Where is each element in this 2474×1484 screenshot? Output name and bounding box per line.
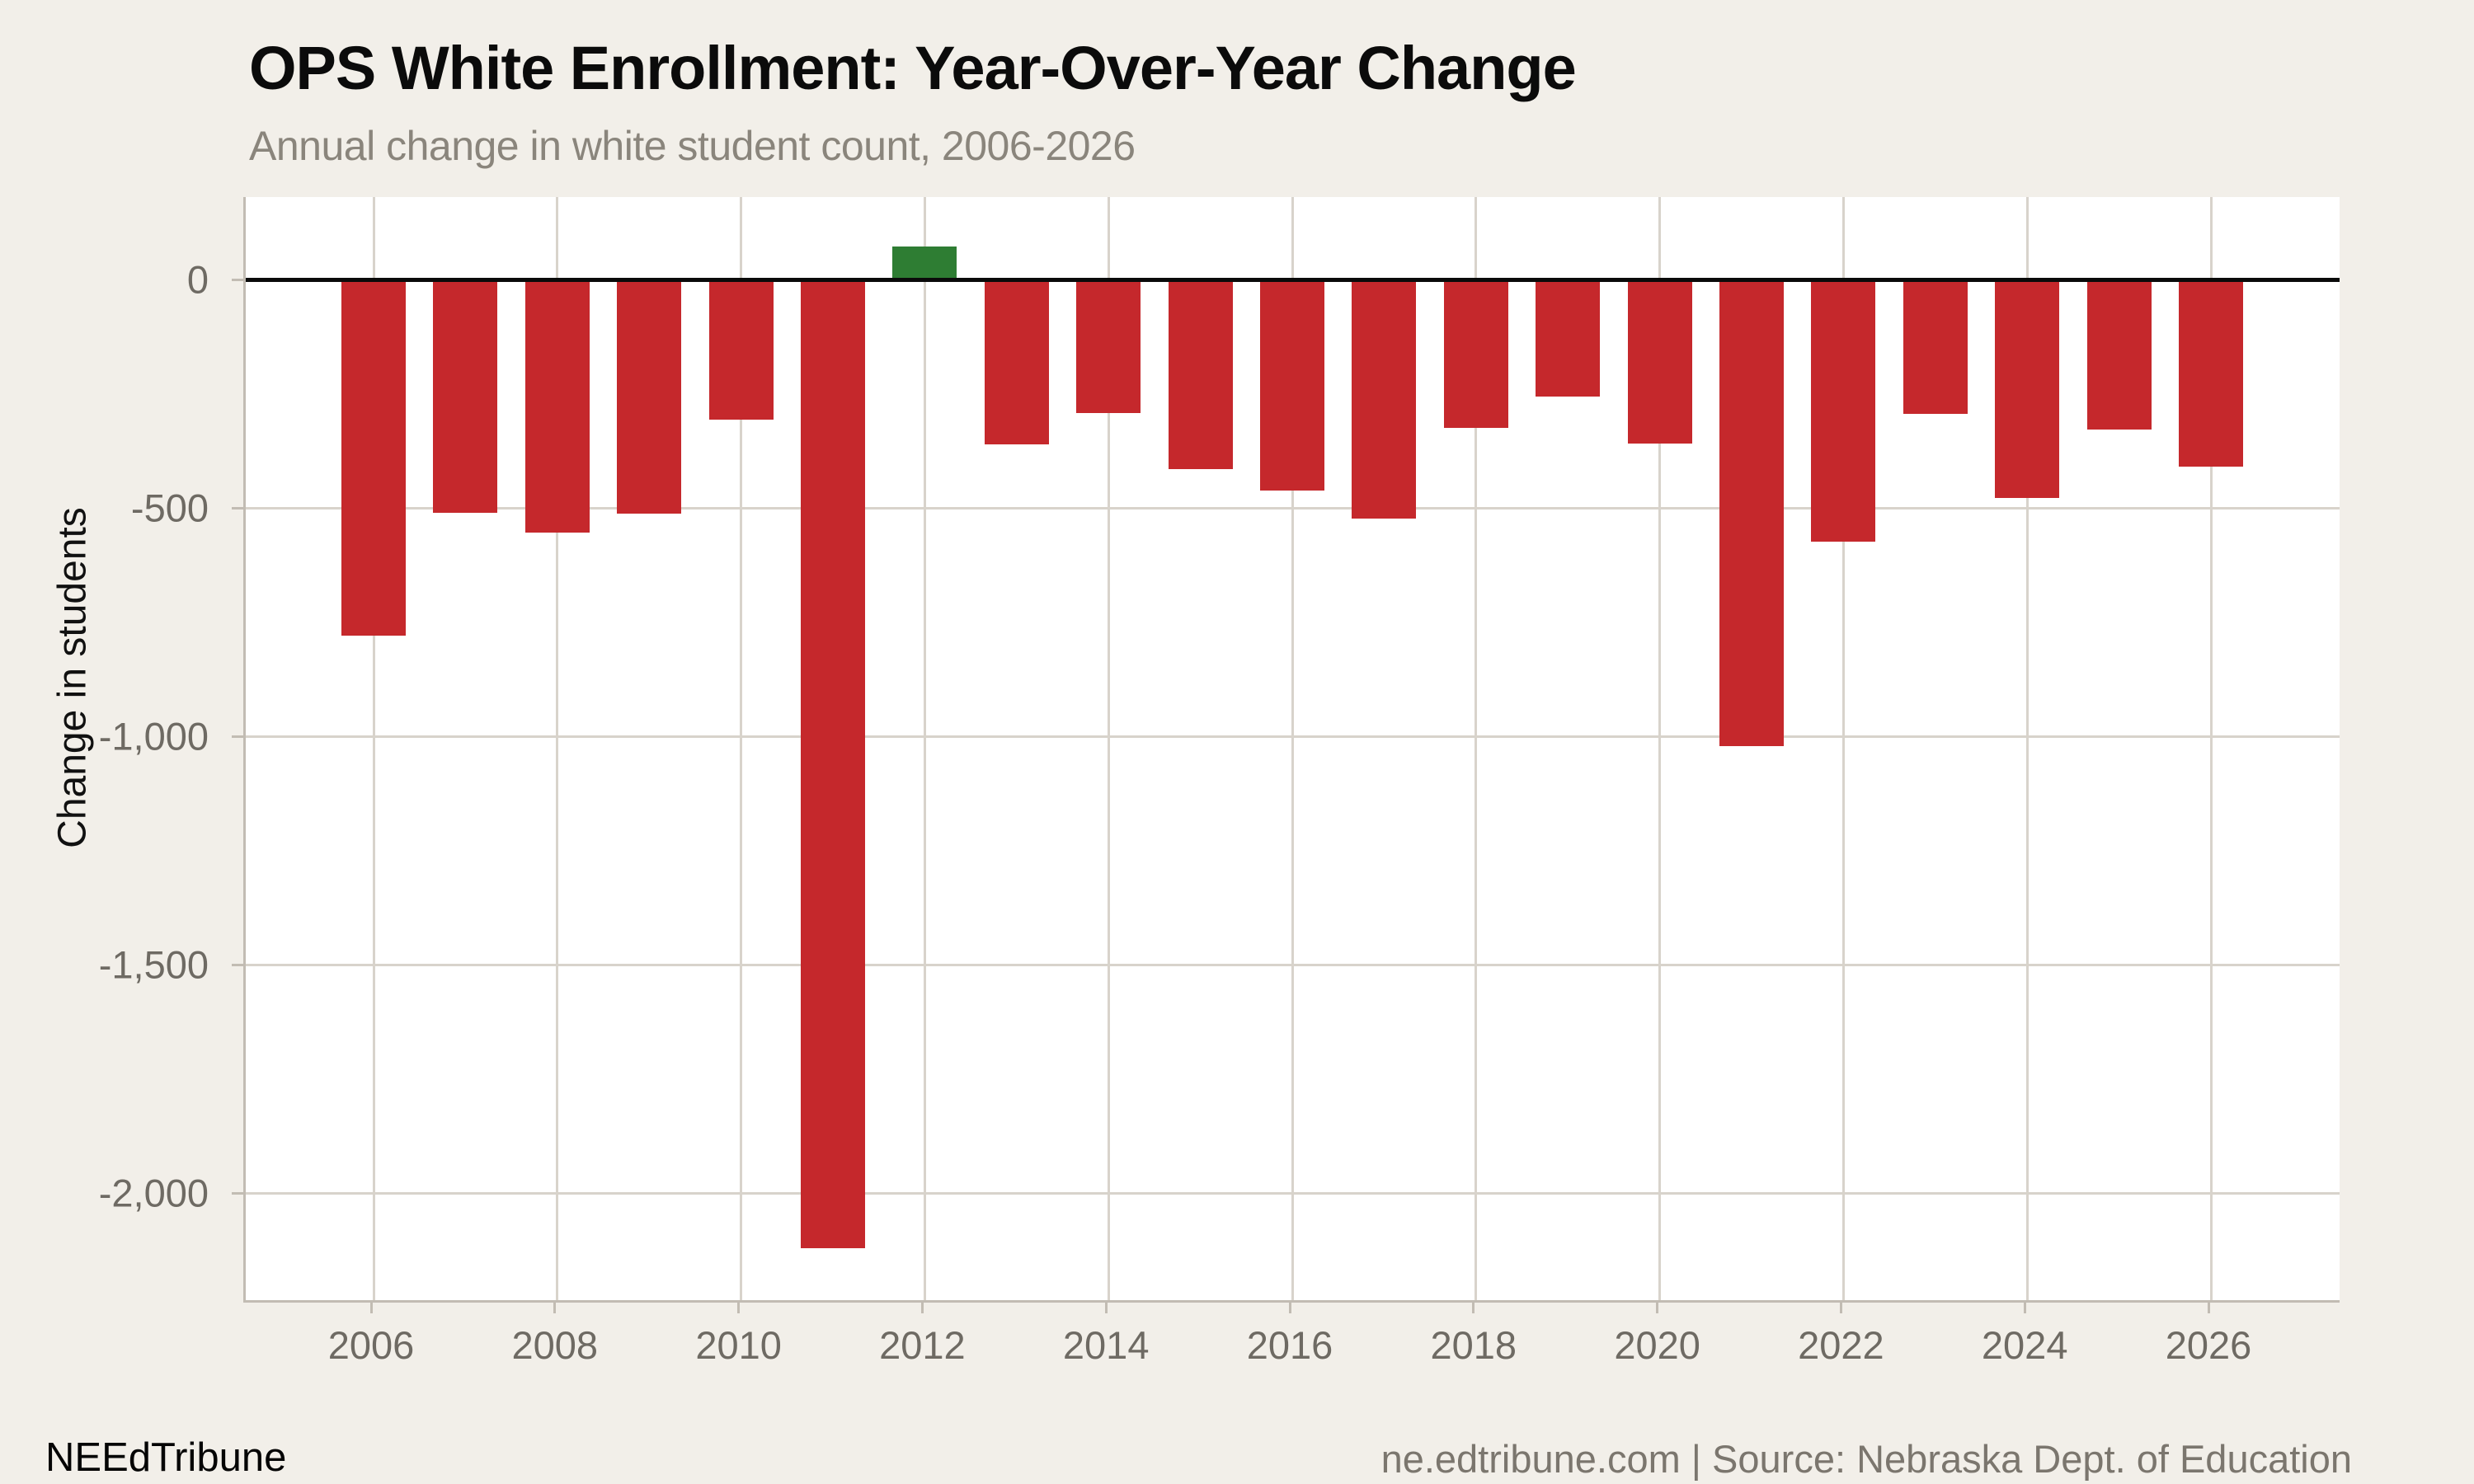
y-tick-mark--1500 — [232, 963, 243, 966]
bar-2011 — [801, 279, 865, 1249]
bar-2023 — [1903, 279, 1968, 415]
bar-2007 — [433, 279, 498, 514]
y-tick-label--500: -500 — [130, 486, 209, 530]
x-tick-mark-2018 — [1472, 1303, 1475, 1313]
x-tick-mark-2026 — [2207, 1303, 2210, 1313]
x-gridline-2008 — [556, 197, 559, 1300]
x-gridline-2024 — [2025, 197, 2029, 1300]
publisher-brand: NEEdTribune — [45, 1435, 287, 1480]
x-tick-mark-2006 — [369, 1303, 373, 1313]
x-gridline-2016 — [1291, 197, 1294, 1300]
x-tick-label-2010: 2010 — [695, 1323, 782, 1367]
x-tick-label-2016: 2016 — [1246, 1323, 1333, 1367]
chart-subtitle: Annual change in white student count, 20… — [249, 123, 1136, 169]
y-tick-mark--1000 — [232, 735, 243, 738]
zero-baseline — [246, 277, 2340, 282]
bar-2013 — [984, 279, 1049, 444]
x-gridline-2026 — [2209, 197, 2213, 1300]
y-gridline--500 — [246, 506, 2340, 510]
bar-2008 — [524, 279, 590, 533]
x-gridline-2010 — [740, 197, 743, 1300]
x-tick-mark-2020 — [1656, 1303, 1659, 1313]
source-attribution: ne.edtribune.com | Source: Nebraska Dept… — [1380, 1437, 2352, 1481]
x-tick-mark-2024 — [2023, 1303, 2026, 1313]
x-gridline-2014 — [1107, 197, 1110, 1300]
x-tick-label-2012: 2012 — [879, 1323, 966, 1367]
bar-2009 — [617, 279, 682, 514]
x-gridline-2006 — [372, 197, 375, 1300]
x-gridline-2020 — [1658, 197, 1662, 1300]
bar-2012 — [892, 247, 957, 279]
x-tick-label-2014: 2014 — [1062, 1323, 1150, 1367]
y-tick-label--1500: -1,500 — [98, 942, 209, 987]
bar-2014 — [1076, 279, 1141, 413]
x-tick-label-2022: 2022 — [1798, 1323, 1884, 1367]
x-gridline-2012 — [923, 197, 926, 1300]
bar-2021 — [1719, 279, 1784, 746]
y-axis-title: Change in students — [50, 507, 95, 848]
x-gridline-2018 — [1475, 197, 1478, 1300]
x-tick-mark-2014 — [1104, 1303, 1108, 1313]
y-gridline--1500 — [246, 963, 2340, 966]
y-tick-label--1000: -1,000 — [98, 714, 209, 758]
x-tick-label-2026: 2026 — [2165, 1323, 2252, 1367]
bar-2020 — [1627, 279, 1692, 444]
bar-2006 — [341, 279, 406, 636]
bar-2010 — [708, 279, 774, 420]
y-tick-label--2000: -2,000 — [98, 1171, 209, 1215]
bar-2024 — [1995, 279, 2060, 498]
y-tick-mark--500 — [232, 506, 243, 510]
chart-title: OPS White Enrollment: Year-Over-Year Cha… — [249, 34, 1577, 102]
x-tick-mark-2016 — [1288, 1303, 1291, 1313]
bar-2022 — [1811, 279, 1876, 542]
x-tick-mark-2022 — [1839, 1303, 1842, 1313]
x-gridline-2022 — [1841, 197, 1845, 1300]
x-tick-label-2020: 2020 — [1614, 1323, 1700, 1367]
x-tick-mark-2010 — [737, 1303, 741, 1313]
x-tick-label-2018: 2018 — [1430, 1323, 1517, 1367]
y-tick-label-0: 0 — [186, 257, 209, 302]
y-tick-mark-0 — [232, 278, 243, 281]
x-tick-mark-2012 — [920, 1303, 924, 1313]
x-tick-label-2008: 2008 — [511, 1323, 599, 1367]
bar-2018 — [1443, 279, 1508, 429]
bar-2015 — [1168, 279, 1233, 469]
plot-area — [243, 197, 2340, 1303]
x-tick-label-2006: 2006 — [327, 1323, 415, 1367]
y-tick-mark--2000 — [232, 1191, 243, 1195]
bar-2019 — [1536, 279, 1601, 397]
x-tick-mark-2008 — [553, 1303, 557, 1313]
y-gridline--2000 — [246, 1191, 2340, 1195]
x-tick-label-2024: 2024 — [1981, 1323, 2068, 1367]
bar-2026 — [2179, 279, 2243, 467]
bar-2025 — [2086, 279, 2152, 430]
bar-2016 — [1260, 279, 1324, 491]
bar-2017 — [1352, 279, 1417, 519]
y-gridline--1000 — [246, 735, 2340, 738]
